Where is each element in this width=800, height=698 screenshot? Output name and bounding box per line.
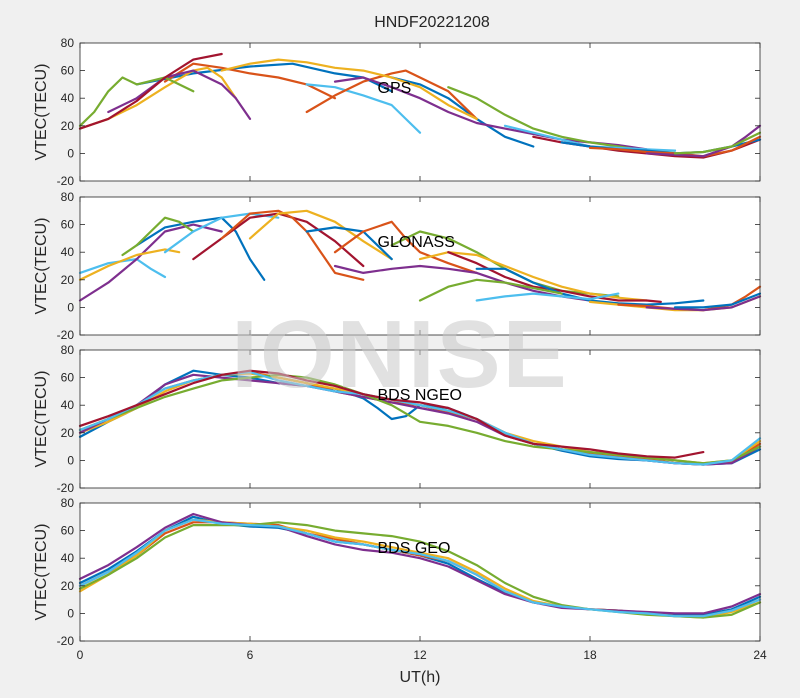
y-tick-label: -20 — [57, 481, 75, 495]
series-line-18 — [673, 131, 762, 155]
series-line-22 — [673, 292, 762, 309]
y-axis-label: VTEC(TECU) — [33, 371, 50, 468]
y-tick-label: 40 — [61, 551, 75, 565]
panel-annotation: GPS — [378, 80, 412, 97]
panel-annotation: BDS GEO — [378, 540, 451, 557]
series-line-3 — [78, 248, 181, 281]
x-axis-label: UT(h) — [400, 669, 441, 686]
x-tick-label: 18 — [583, 648, 597, 662]
y-tick-label: 60 — [61, 524, 75, 538]
series-line-8 — [390, 76, 535, 148]
series-line-6 — [78, 371, 762, 466]
x-tick-label: 6 — [247, 648, 254, 662]
series-line-16 — [475, 267, 705, 306]
series-line-5 — [78, 521, 762, 619]
x-tick-label: 24 — [753, 648, 767, 662]
series-line-17 — [645, 124, 762, 158]
y-tick-label: 20 — [61, 579, 75, 593]
y-axis-label: VTEC(TECU) — [33, 524, 50, 621]
series-line-8 — [220, 209, 365, 281]
series-line-2 — [78, 223, 223, 302]
subplot-2: -20 0 20 40 60 80 VTEC(TECU) GLONASS — [33, 190, 762, 342]
y-tick-label: 20 — [61, 426, 75, 440]
series-line-21 — [645, 295, 762, 312]
series-line-6 — [305, 83, 422, 134]
series-group — [78, 512, 762, 619]
panel-annotation: GLONASS — [378, 234, 455, 251]
subplot-1: -20 0 20 40 60 80 VTEC(TECU) GPS — [33, 36, 762, 188]
y-tick-label: 20 — [61, 119, 75, 133]
y-tick-label: 0 — [67, 606, 74, 620]
y-tick-label: 80 — [61, 190, 75, 204]
series-line-17 — [475, 292, 620, 302]
y-tick-label: 60 — [61, 371, 75, 385]
x-tick-label: 12 — [413, 648, 427, 662]
y-tick-label: 60 — [61, 218, 75, 232]
subplot-3: -20 0 20 40 60 80 VTEC(TECU) BDS NGEO — [33, 343, 762, 495]
series-line-6 — [163, 212, 280, 254]
y-tick-label: 80 — [61, 343, 75, 357]
series-line-7 — [78, 369, 705, 459]
series-line-6 — [78, 518, 762, 618]
plot-area — [80, 350, 760, 488]
series-line-4 — [107, 69, 252, 121]
y-tick-label: -20 — [57, 174, 75, 188]
y-tick-label: 40 — [61, 91, 75, 105]
series-line-18 — [418, 278, 563, 302]
y-tick-label: 0 — [67, 453, 74, 467]
y-axis-label: VTEC(TECU) — [33, 218, 50, 315]
plot-area — [80, 43, 760, 181]
figure-title: HNDF20221208 — [374, 14, 490, 31]
series-line-9 — [305, 69, 478, 121]
series-line-12 — [333, 264, 592, 302]
series-line-4 — [78, 512, 762, 615]
series-group — [78, 209, 762, 312]
series-line-5 — [78, 373, 762, 465]
y-tick-label: 80 — [61, 496, 75, 510]
y-tick-label: 80 — [61, 36, 75, 50]
panel-annotation: BDS NGEO — [378, 387, 462, 404]
y-tick-label: 0 — [67, 146, 74, 160]
series-group — [78, 369, 762, 466]
y-tick-label: -20 — [57, 328, 75, 342]
series-group — [78, 52, 762, 159]
y-tick-label: 0 — [67, 300, 74, 314]
series-line-10 — [220, 58, 478, 121]
x-tick-label: 0 — [77, 648, 84, 662]
y-tick-label: 20 — [61, 273, 75, 287]
series-line-9 — [248, 209, 393, 261]
y-tick-label: 40 — [61, 398, 75, 412]
y-tick-label: -20 — [57, 634, 75, 648]
y-tick-label: 40 — [61, 245, 75, 259]
series-line-5 — [121, 216, 195, 257]
y-axis-label: VTEC(TECU) — [33, 64, 50, 161]
y-tick-label: 60 — [61, 64, 75, 78]
series-line-7 — [78, 52, 223, 130]
